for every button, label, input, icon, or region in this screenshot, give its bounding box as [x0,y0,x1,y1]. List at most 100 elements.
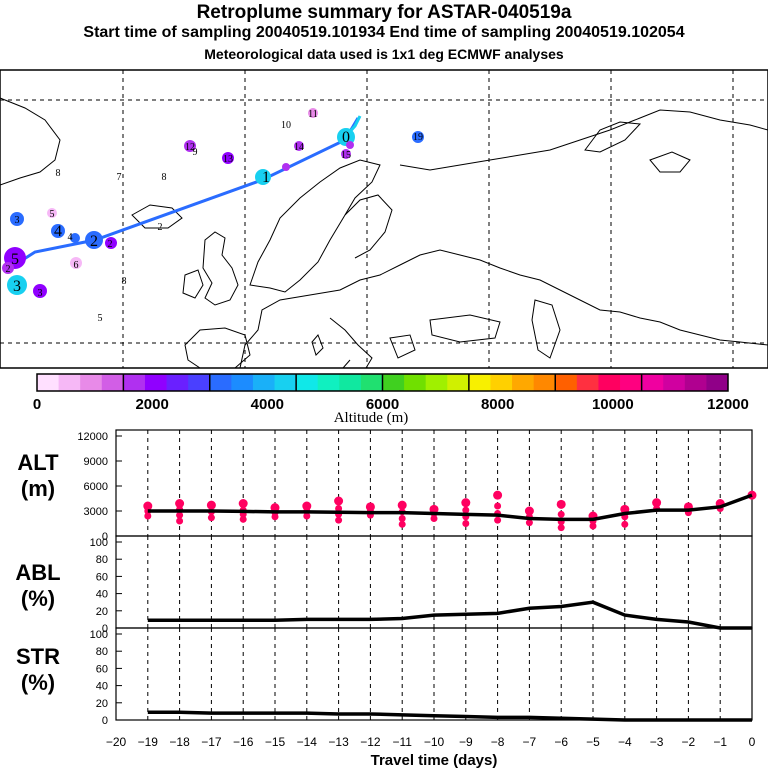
cluster-marker [47,208,57,218]
colorbar-swatch [404,374,427,391]
colorbar-tick-label: 0 [33,396,41,413]
trajectory-day-label: 12 [185,142,195,153]
colorbar-swatch [209,374,232,391]
cluster-marker [10,212,24,226]
colorbar-swatch [490,374,513,391]
altitude-point [493,490,503,500]
trajectory-day-label: 4 [68,232,73,243]
altitude-point [525,519,533,527]
colorbar-swatch [317,374,340,391]
black-sea-coast [429,314,501,343]
x-tick-label: −13 [328,735,349,749]
altitude-point [524,506,534,516]
met-data-note: Meteorological data used is 1x1 deg ECMW… [204,46,564,62]
italy-coast [329,317,373,369]
colorbar-tick-label: 12000 [707,396,749,413]
altitude-point [335,505,343,512]
cluster-marker [412,131,424,143]
map-frame [0,69,768,369]
trajectory-day-label: 6 [74,260,79,271]
colorbar-tick-label: 8000 [481,396,514,413]
britain-coast [202,231,239,306]
altitude-point [397,500,407,510]
panel-label: ALT [17,450,59,475]
colorbar-swatch [166,374,189,391]
trajectory-day-label: 2 [6,264,11,275]
trajectory-day-label: 2 [108,239,113,250]
cluster-marker [70,257,82,269]
colorbar-tick-label: 2000 [135,396,168,413]
iberia-coast [184,327,251,369]
colorbar-swatch [641,374,664,391]
panel-str: 100 80 60 40 20 0 STR(%) [16,627,753,727]
cluster-marker [7,275,27,295]
colorbar-swatch [274,374,297,391]
x-tick-label: −6 [554,735,568,749]
altitude-point [430,515,438,522]
colorbar-swatch [468,374,491,391]
x-tick-label: −19 [138,735,159,749]
cluster-marker [282,163,290,171]
trajectory-day-label: 14 [294,142,304,153]
iceland-coast [131,204,183,229]
colorbar-swatch [555,374,578,391]
cluster-marker [184,140,196,152]
x-tick-label: −9 [459,735,473,749]
altitude-point [461,498,471,508]
y-tick-label: 0 [102,623,108,635]
x-tick-label: −3 [650,735,664,749]
trajectory-day-label: 7 [117,172,122,183]
x-axis-label: Travel time (days) [371,752,498,768]
colorbar-swatch [447,374,470,391]
chart-title: Retroplume summary for ASTAR-040519a [196,2,572,23]
panel-abl: 100 80 60 40 20 0 ABL(%) [15,535,753,635]
altitude-point [462,520,470,527]
trajectory-day-label: 5 [98,313,103,324]
x-tick-label: −17 [201,735,222,749]
cluster-marker [105,237,117,249]
altitude-point [176,517,184,525]
altitude-point [207,514,215,522]
trajectory-day-label: 2 [158,222,163,233]
x-tick-label: −16 [233,735,254,749]
colorbar-swatch [706,374,729,391]
panel-unit-label: (%) [21,586,55,611]
altitude-point [302,501,312,511]
altitude-point [175,499,185,508]
panel-label: ABL [15,560,60,585]
x-tick-label: −8 [491,735,505,749]
y-tick-label: 20 [96,698,108,710]
y-tick-label: 0 [102,531,108,543]
y-tick-label: 60 [96,663,108,675]
colorbar-swatch [382,374,405,391]
altitude-point [143,501,153,511]
altitude-point [144,512,152,520]
colorbar-swatch [252,374,276,391]
y-tick-label: 40 [96,681,108,693]
cluster-marker [85,231,103,249]
x-tick-label: −20 [106,735,127,749]
novaya-zemlya-coast [584,121,642,153]
y-tick-label: 12000 [77,431,108,443]
cluster-marker [308,108,318,118]
y-tick-label: 0 [102,715,108,727]
altitude-point [557,510,565,518]
cluster-marker [51,224,65,238]
trajectory-day-label: 0 [342,129,350,146]
trajectory-day-label: 3 [38,288,43,299]
y-tick-label: 9000 [84,456,108,468]
panel-label: STR [16,644,60,669]
y-tick-label: 60 [96,571,108,583]
series-line [147,493,753,522]
colorbar-tick-label: 6000 [366,396,399,413]
altitude-point [271,513,279,521]
cluster-marker [2,262,14,274]
cluster-marker [346,141,354,149]
time-series-panels: 120009000600030000ALT(m)100806040200ABL(… [15,429,757,768]
trajectory-day-label: 15 [341,150,351,161]
coastlines [0,97,768,369]
cluster-marker [341,149,351,159]
